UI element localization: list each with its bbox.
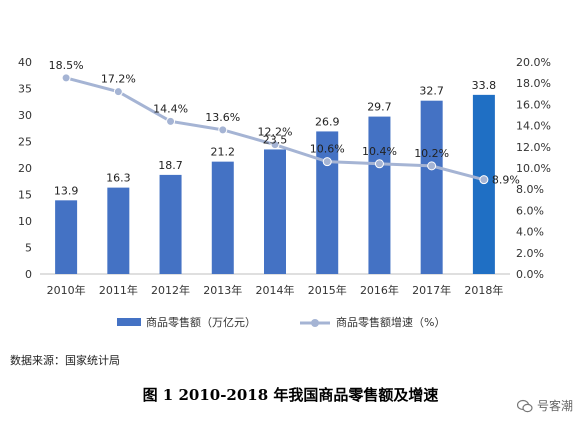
line-point [113,87,123,97]
bar-value-label: 18.7 [158,159,183,172]
y-right-tick-label: 20.0% [516,56,551,69]
bar-series [55,94,495,274]
bar [472,94,495,274]
line-value-label: 10.2% [414,147,449,160]
y-right-tick-label: 14.0% [516,120,551,133]
bar-value-label: 21.2 [211,146,236,159]
legend-line-marker [311,319,319,327]
y-right-tick-label: 0.0% [516,268,544,281]
y-right-tick-label: 4.0% [516,226,544,239]
x-tick-label: 2014年 [256,283,295,297]
combo-chart: 0 5 10 15 20 25 30 35 40 0.0% 2.0% 4.0% 6.0% 8.0% 10.0… [18,56,551,329]
bar [159,174,182,274]
bar-value-label: 16.3 [106,172,131,185]
legend: 商品零售额（万亿元） 商品零售额增速（%） [117,315,445,329]
line-point [479,175,489,185]
data-labels: 13.9 16.3 18.7 21.2 23.5 26.9 29.7 32.7 33.8 18.5… [49,59,520,197]
y-right-tick-label: 8.0% [516,183,544,196]
x-tick-label: 2018年 [464,283,503,297]
wechat-icon [516,399,533,412]
x-tick-label: 2015年 [308,283,347,297]
y-left-tick-label: 20 [18,162,32,175]
bar [316,131,339,274]
bar-value-label: 32.7 [419,85,444,98]
y-right-tick-label: 18.0% [516,77,551,90]
line-point [427,161,437,171]
line-value-label: 18.5% [49,59,84,72]
line-point [61,73,71,83]
line-point [166,116,176,126]
bar [55,200,78,274]
line-series [61,73,489,185]
line-value-label: 12.2% [258,126,293,139]
x-tick-label: 2013年 [203,283,242,297]
line-point [322,157,332,167]
chart-axes: 0 5 10 15 20 25 30 35 40 0.0% 2.0% 4.0% 6.0% 8.0% 10.0… [18,56,551,297]
x-tick-label: 2010年 [47,283,86,297]
x-tick-label: 2017年 [412,283,451,297]
legend-line-label: 商品零售额增速（%） [336,315,445,329]
bar-value-label: 26.9 [315,115,340,128]
y-left-tick-label: 30 [18,109,32,122]
y-right-tick-label: 10.0% [516,162,551,175]
y-left-tick-label: 25 [18,136,32,149]
line-value-label: 13.6% [205,111,240,124]
bar [107,187,130,274]
line-point [218,125,228,135]
y-left-tick-label: 15 [18,189,32,202]
line-value-label: 10.4% [362,145,397,158]
bar [211,161,234,274]
x-tick-label: 2016年 [360,283,399,297]
y-right-tick-label: 12.0% [516,141,551,154]
figure-caption: 图 1 2010-2018 年我国商品零售额及增速 [142,386,439,404]
y-right-tick-label: 6.0% [516,204,544,217]
y-right-tick-label: 16.0% [516,98,551,111]
x-tick-label: 2011年 [99,283,138,297]
y-left-tick-label: 35 [18,83,32,96]
line-value-label: 10.6% [310,143,345,156]
line-point [270,140,280,150]
watermark: 号客潮 [516,397,573,414]
y-left-tick-label: 40 [18,56,32,69]
watermark-text: 号客潮 [536,399,573,413]
y-right-tick-label: 2.0% [516,247,544,260]
y-left-tick-label: 10 [18,215,32,228]
line-value-label: 17.2% [101,73,136,86]
source-note: 数据来源：国家统计局 [10,354,120,367]
legend-bar-label: 商品零售额（万亿元） [146,315,256,329]
x-tick-label: 2012年 [151,283,190,297]
line-value-label: 14.4% [153,102,188,115]
legend-bar-swatch [117,318,141,326]
y-left-tick-label: 0 [25,268,32,281]
bar [368,116,391,274]
bar [420,100,443,274]
y-left-tick-label: 5 [25,242,32,255]
bar-value-label: 33.8 [472,79,497,92]
line-value-label: 8.9% [492,174,520,187]
bar-value-label: 13.9 [54,184,79,197]
bar-value-label: 23.5 [263,133,288,146]
line-point [374,159,384,169]
bar-value-label: 29.7 [367,101,392,114]
bar [264,149,286,274]
